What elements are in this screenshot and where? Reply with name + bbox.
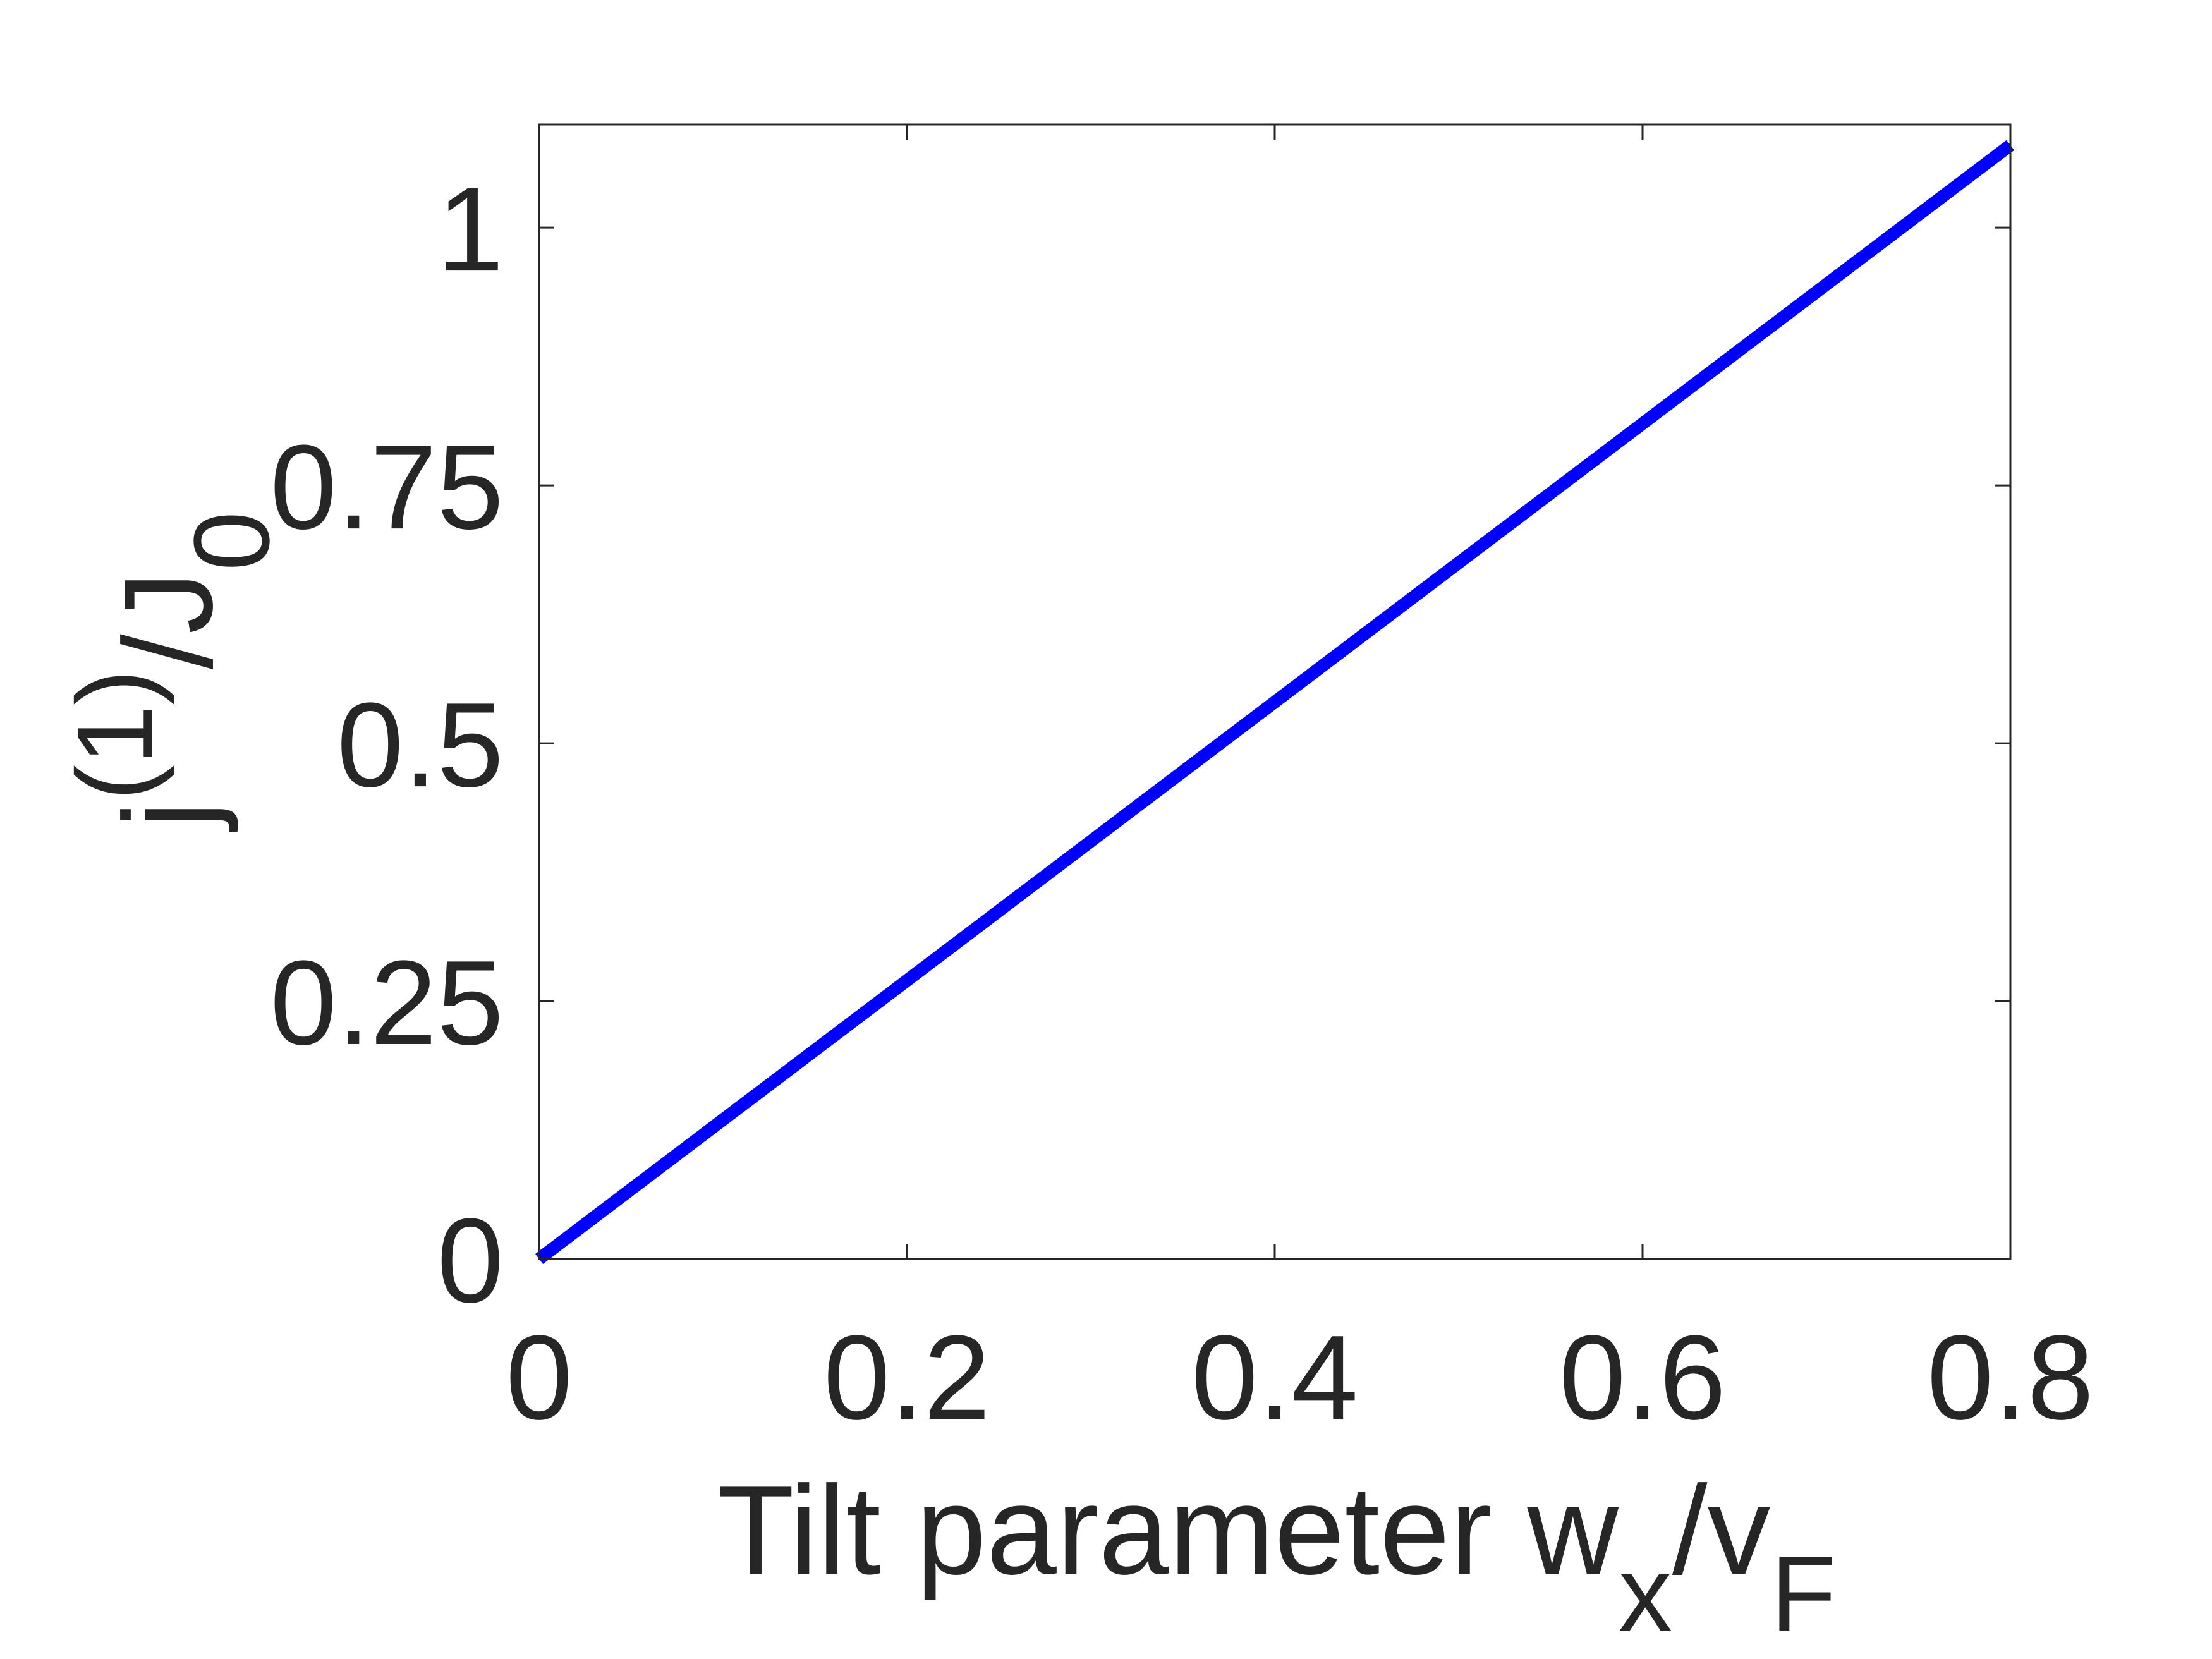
xlabel: Tilt parameter wx/vF xyxy=(717,1460,1837,1654)
ylabel: j(1)/J0 xyxy=(55,511,292,832)
y-tick-label: 0.5 xyxy=(337,678,504,812)
plot-area xyxy=(535,140,2015,1264)
ylabel-part: (1) xyxy=(55,669,175,801)
xlabel-part: F xyxy=(1771,1534,1837,1654)
xlabel-part: x xyxy=(1619,1534,1672,1654)
ylabel-part: j xyxy=(98,801,239,832)
ylabel-part: /J xyxy=(98,571,239,669)
ylabel-part: 0 xyxy=(172,511,292,571)
xlabel-part: Tilt parameter w xyxy=(717,1460,1619,1601)
y-tick-label: 1 xyxy=(437,162,504,296)
y-tick-label: 0.75 xyxy=(270,420,504,554)
y-tick-label: 0 xyxy=(437,1194,504,1328)
line xyxy=(535,140,2015,1264)
xlabel-part: /v xyxy=(1672,1460,1771,1601)
y-tick-label: 0.25 xyxy=(270,936,504,1070)
x-tick-label: 0.6 xyxy=(1559,1311,1726,1445)
x-tick-label: 0.2 xyxy=(823,1311,990,1445)
x-tick-label: 0 xyxy=(506,1311,573,1445)
x-tick-label: 0.4 xyxy=(1191,1311,1358,1445)
x-tick-label: 0.8 xyxy=(1927,1311,2094,1445)
